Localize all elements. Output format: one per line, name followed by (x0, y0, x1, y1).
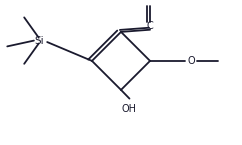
Text: Si: Si (34, 36, 44, 46)
Text: O: O (187, 56, 195, 66)
Text: C: C (147, 21, 153, 31)
Text: OH: OH (122, 104, 137, 114)
